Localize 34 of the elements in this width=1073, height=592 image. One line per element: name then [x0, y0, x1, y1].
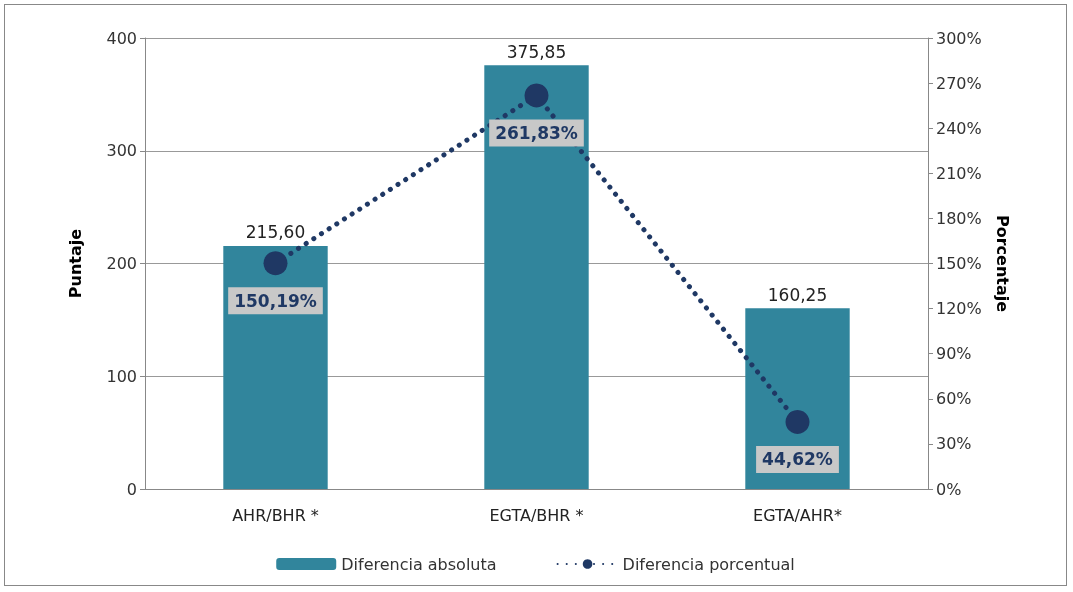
bar: [223, 245, 328, 489]
y2-tick-label: 60%: [936, 389, 972, 409]
y-tick-label: 200: [106, 254, 137, 273]
data-label: 44,62%: [762, 449, 833, 470]
y2-tick-label: 120%: [936, 299, 982, 319]
x-tick-label: EGTA/BHR *: [489, 505, 584, 525]
y2-tick-label: 270%: [936, 73, 982, 93]
y-tick-label: 400: [106, 28, 137, 48]
y2-axis-title: Porcentaje: [992, 214, 1012, 313]
legend-label: Diferencia porcentual: [622, 554, 795, 574]
legend-label: Diferencia absoluta: [341, 554, 497, 574]
y2-tick-label: 300%: [936, 28, 982, 48]
point: [785, 409, 810, 434]
y-tick-label: 100: [106, 366, 137, 386]
y2-tick-label: 240%: [936, 118, 982, 138]
y-axis-title: Puntaje: [65, 228, 85, 299]
y2-tick-label: 90%: [936, 344, 972, 364]
x-tick-label: AHR/BHR *: [232, 505, 319, 525]
y2-tick-label: 210%: [936, 163, 982, 183]
bar: [484, 65, 589, 489]
y-tick-label: 300: [106, 141, 137, 161]
y2-tick-label: 0%: [936, 479, 962, 499]
data-label: 215,60: [245, 222, 306, 243]
point: [524, 83, 549, 108]
point: [263, 251, 288, 276]
y2-tick-label: 180%: [936, 208, 982, 228]
x-tick-label: EGTA/AHR*: [753, 505, 842, 525]
data-label: 261,83%: [495, 122, 578, 143]
y2-tick-label: 150%: [936, 254, 982, 273]
data-label: 375,85: [506, 41, 567, 62]
data-label: 150,19%: [234, 290, 317, 311]
y2-tick-label: 30%: [936, 434, 972, 454]
data-label: 160,25: [767, 284, 828, 305]
y-tick-label: 0: [126, 479, 137, 499]
